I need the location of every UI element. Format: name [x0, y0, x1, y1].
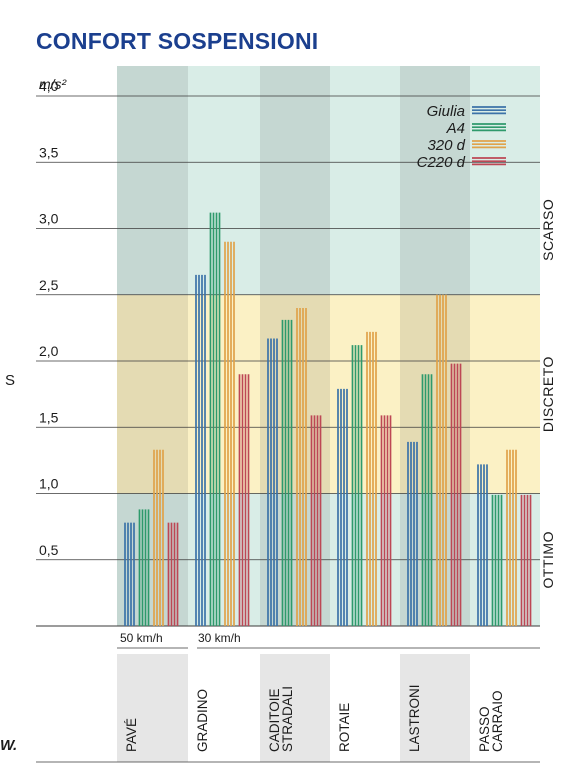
- y-tick-label: 4,0: [39, 78, 59, 94]
- bar: [153, 449, 164, 626]
- bar: [407, 441, 418, 626]
- edge-mark-s: S: [5, 372, 16, 389]
- bar: [310, 415, 322, 626]
- bar: [224, 241, 235, 626]
- category-label: LASTRONI: [407, 684, 422, 752]
- category-label: CADITOIESTRADALI: [267, 686, 295, 752]
- category-label: PASSOCARRAIO: [477, 690, 505, 752]
- category-label: PAVÉ: [124, 718, 139, 752]
- y-axis-unit-label: m/s²: [39, 76, 68, 92]
- bar: [238, 374, 250, 626]
- bar: [281, 319, 293, 626]
- category-label: ROTAIE: [337, 703, 352, 752]
- bar: [477, 464, 488, 626]
- legend-swatch: [472, 157, 506, 166]
- bar: [167, 522, 179, 626]
- category-label-cell: [400, 654, 470, 762]
- legend-swatch: [472, 123, 506, 132]
- bar: [520, 494, 532, 626]
- speed-label: 30 km/h: [198, 631, 241, 645]
- bar: [506, 449, 517, 626]
- category-label: GRADINO: [195, 689, 210, 752]
- bar: [337, 388, 348, 626]
- bar: [195, 274, 206, 626]
- bar: [209, 212, 221, 626]
- y-tick-label: 2,0: [39, 343, 59, 359]
- zone-label: OTTIMO: [540, 531, 556, 588]
- legend-swatch: [472, 140, 506, 149]
- legend-label: C220 d: [417, 154, 466, 171]
- edge-mark-w: W.: [0, 737, 18, 754]
- zone-band-discreto: [117, 294, 540, 494]
- zone-label: DISCRETO: [540, 356, 556, 432]
- zone-label: SCARSO: [540, 199, 556, 261]
- y-tick-label: 1,5: [39, 409, 59, 425]
- bar: [351, 345, 363, 626]
- bar: [366, 331, 377, 626]
- bar: [296, 308, 307, 626]
- zone-band-scarso: [117, 66, 540, 295]
- bar: [421, 374, 433, 626]
- legend-label: 320 d: [427, 137, 465, 154]
- legend-swatch: [472, 106, 506, 115]
- bar: [450, 363, 462, 626]
- y-tick-label: 0,5: [39, 542, 59, 558]
- legend-label: A4: [446, 120, 465, 137]
- y-tick-label: 3,0: [39, 211, 59, 227]
- bar: [138, 509, 150, 626]
- category-label-cell: [260, 654, 330, 762]
- bar: [491, 494, 503, 626]
- page-title: CONFORT SOSPENSIONI: [36, 28, 319, 54]
- category-label-cell: [117, 654, 188, 762]
- y-tick-label: 1,0: [39, 476, 59, 492]
- bar: [124, 522, 135, 626]
- bar: [267, 338, 278, 626]
- y-tick-label: 2,5: [39, 277, 59, 293]
- legend-label: Giulia: [427, 103, 465, 120]
- bar: [380, 415, 392, 626]
- y-tick-label: 3,5: [39, 144, 59, 160]
- bar: [436, 294, 447, 626]
- speed-label: 50 km/h: [120, 631, 163, 645]
